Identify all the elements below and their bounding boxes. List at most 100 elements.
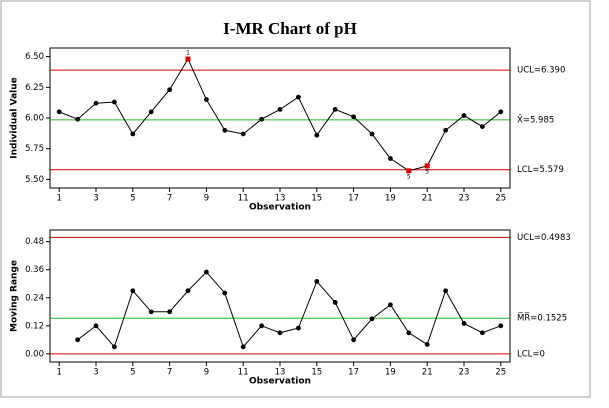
point [480, 330, 485, 336]
x-tick-label: 15 [311, 368, 322, 378]
y-axis-label: Moving Range [10, 260, 20, 332]
point [75, 116, 80, 122]
point [296, 94, 301, 100]
point-label: 5 [425, 168, 429, 175]
point [296, 325, 301, 331]
point [369, 316, 375, 322]
point [332, 107, 338, 112]
x-tick-label: 23 [459, 368, 470, 378]
x-tick-label: 9 [204, 368, 209, 378]
y-tick-label: 5.75 [25, 144, 44, 154]
point [148, 109, 154, 115]
point [351, 337, 356, 343]
point [148, 309, 154, 315]
point [167, 309, 173, 315]
point [93, 100, 99, 106]
plot-area [49, 47, 511, 189]
x-tick-label: 17 [348, 368, 359, 378]
point [130, 288, 136, 294]
x-tick-label: 9 [204, 194, 209, 204]
x-tick-label: 25 [495, 368, 506, 378]
x-tick-label: 25 [495, 194, 506, 204]
y-tick-label: 0.12 [25, 321, 44, 331]
chart-title: I-MR Chart of pH [223, 19, 357, 38]
point [112, 344, 117, 350]
x-tick-label: 7 [167, 194, 172, 204]
point [424, 342, 430, 347]
point [480, 124, 485, 129]
y-tick-label: 6.50 [25, 52, 44, 62]
point [443, 127, 448, 133]
point [204, 269, 209, 275]
point [461, 321, 467, 326]
plot-area [49, 229, 511, 363]
x-tick-label: 13 [275, 194, 286, 204]
flagged-point [406, 168, 412, 174]
x-tick-label: 21 [422, 194, 433, 204]
point [259, 116, 264, 122]
x-tick-label: 1 [56, 194, 61, 204]
x-tick-label: 23 [459, 194, 470, 204]
series-line [77, 271, 501, 348]
point-label: 5 [407, 173, 411, 180]
point [93, 323, 99, 329]
point [130, 131, 136, 137]
point [351, 114, 356, 120]
point [332, 300, 338, 305]
point [185, 288, 191, 294]
x-tick-label: 5 [130, 368, 135, 378]
control-line-label: UCL=6.390 [517, 66, 565, 76]
point [222, 290, 228, 296]
point-label: 1 [186, 50, 190, 57]
point [314, 278, 320, 284]
y-tick-label: 0.00 [25, 349, 44, 359]
x-tick-label: 21 [422, 368, 433, 378]
y-tick-label: 0.24 [25, 293, 44, 303]
y-tick-label: 5.50 [25, 175, 44, 185]
y-tick-label: 6.00 [25, 114, 44, 124]
x-tick-label: 3 [93, 194, 98, 204]
y-axis-label: Individual Value [10, 77, 20, 159]
point [277, 330, 283, 336]
x-tick-label: 7 [167, 368, 172, 378]
control-line-label: M̅R̅=0.1525 [517, 312, 567, 324]
flagged-point [424, 163, 430, 169]
x-tick-label: 11 [238, 368, 249, 378]
x-tick-label: 13 [275, 368, 286, 378]
point [167, 87, 173, 93]
x-axis-label: Observation [249, 203, 311, 213]
point [406, 330, 412, 336]
flagged-point [185, 56, 191, 62]
control-line-label: LCL=0 [517, 349, 545, 359]
point [259, 323, 264, 329]
x-tick-label: 15 [311, 194, 322, 204]
y-tick-label: 0.36 [25, 265, 44, 275]
x-axis-label: Observation [249, 377, 311, 387]
x-tick-label: 5 [130, 194, 135, 204]
point [240, 131, 246, 137]
y-tick-label: 0.48 [25, 237, 44, 247]
x-tick-label: 17 [348, 194, 359, 204]
control-line-label: UCL=0.4983 [517, 233, 571, 243]
point [222, 127, 228, 133]
x-tick-label: 11 [238, 194, 249, 204]
control-line-label: X̄=5.985 [517, 114, 554, 126]
point [56, 109, 62, 115]
point [498, 323, 504, 329]
point [240, 344, 246, 350]
point [369, 131, 375, 137]
x-tick-label: 19 [385, 368, 396, 378]
point [461, 113, 467, 118]
control-line-label: LCL=5.579 [517, 165, 564, 175]
point [277, 107, 283, 112]
x-tick-label: 1 [56, 368, 61, 378]
x-tick-label: 19 [385, 194, 396, 204]
point [204, 97, 209, 102]
point [388, 156, 393, 161]
point [388, 302, 393, 308]
x-tick-label: 3 [93, 368, 98, 378]
point [443, 288, 448, 294]
point [112, 99, 117, 105]
y-tick-label: 6.25 [25, 83, 44, 93]
